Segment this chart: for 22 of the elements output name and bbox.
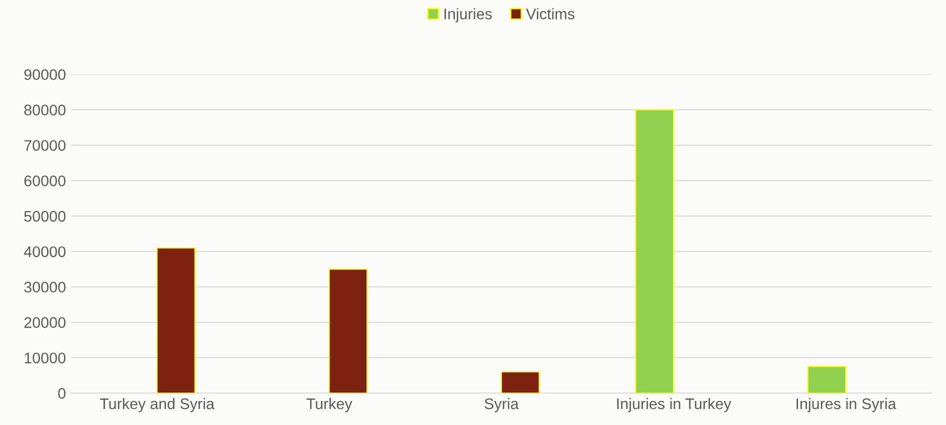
x-tick-label: Injures in Syria [796,398,896,412]
bar [500,371,540,394]
bar [807,366,846,394]
x-tick-label: Injuries in Turkey [617,398,732,412]
y-tick-label: 70000 [24,140,66,151]
y-tick-label: 10000 [24,352,66,364]
y-tick-label: 40000 [24,246,66,258]
y-tick-label: 90000 [24,69,66,80]
legend-label: Injuries [444,8,492,22]
x-tick-label: Syria [484,398,519,412]
legend-label: Victims [526,8,574,20]
y-tick-label: 0 [58,388,66,399]
bar [328,268,368,394]
y-tick-label: 30000 [24,282,66,293]
x-tick-label: Turkey and Syria [100,398,214,412]
bar [156,247,196,394]
x-tick-label: Turkey [306,398,352,412]
y-tick-label: 80000 [24,104,66,116]
y-tick-label: 50000 [24,210,66,222]
bar [635,109,674,394]
y-tick-label: 60000 [24,175,66,186]
y-tick-label: 20000 [24,317,66,328]
